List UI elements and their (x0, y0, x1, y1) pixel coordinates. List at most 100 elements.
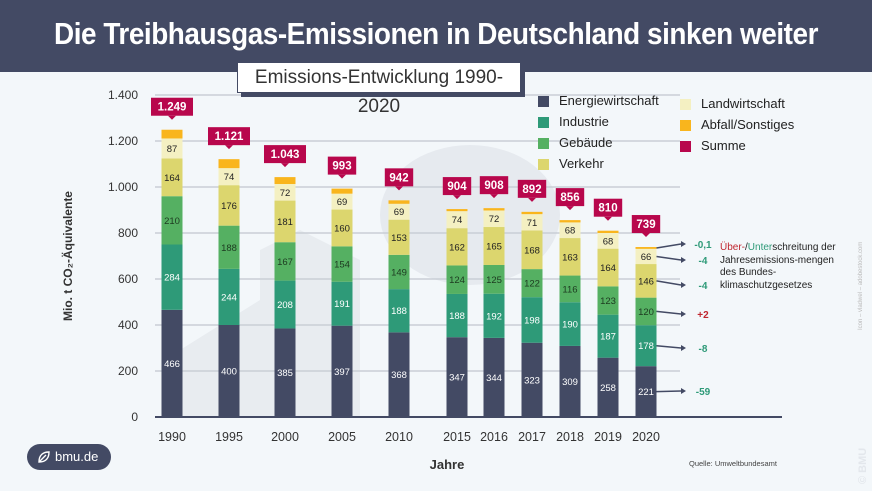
total-label: 1.249 (158, 102, 187, 114)
bar-segment-abfallsonstiges (483, 208, 505, 211)
total-badge (208, 127, 250, 146)
chart-subtitle: Emissions-Entwicklung 1990-2020 (237, 62, 521, 117)
bar-segment-industrie (161, 244, 183, 310)
bar-segment-landwirtschaft (446, 211, 468, 229)
bar-segment-energiewirtschaft (218, 325, 240, 417)
data-label: 188 (449, 311, 465, 322)
x-tick-label: 1995 (215, 430, 243, 444)
data-label: 190 (562, 320, 578, 331)
bar-segment-abfallsonstiges (521, 211, 543, 215)
bar-segment-verkehr (218, 185, 240, 226)
delta-value: -59 (696, 387, 711, 398)
bar-segment-industrie (446, 293, 468, 338)
data-label: 221 (638, 387, 654, 398)
total-label: 1.121 (215, 131, 244, 143)
delta-arrow (656, 344, 682, 349)
bar-segment-industrie (218, 268, 240, 325)
data-label: 165 (486, 241, 502, 252)
total-label: 908 (484, 180, 504, 192)
x-tick-label: 2019 (594, 430, 622, 444)
bar-segment-landwirtschaft (331, 193, 353, 210)
leaf-icon (38, 451, 50, 463)
x-tick-label: 1990 (158, 430, 186, 444)
data-label: 120 (638, 307, 654, 318)
bmu-logo-link[interactable]: bmu.de (27, 444, 111, 470)
delta-note: Über-/Unterschreitung der Jahresemission… (720, 242, 848, 292)
data-label: 400 (221, 367, 237, 378)
legend-swatch (538, 117, 549, 128)
data-label: 181 (277, 217, 293, 228)
y-tick-label: 800 (118, 226, 138, 240)
legend-label: Industrie (559, 114, 609, 129)
legend-label: Gebäude (559, 135, 613, 150)
bar-segment-verkehr (161, 158, 183, 197)
y-tick-label: 1.200 (108, 134, 138, 148)
y-tick-label: 1.000 (108, 180, 138, 194)
delta-value: -4 (699, 256, 708, 267)
legend-label: Verkehr (559, 156, 604, 171)
total-badge-pointer (281, 163, 289, 168)
note-slash: / (745, 242, 748, 253)
bar-segment-abfallsonstiges (635, 247, 657, 249)
data-label: 167 (277, 257, 293, 268)
arrow-head-icon (681, 388, 686, 394)
data-label: 368 (391, 370, 407, 381)
data-label: 385 (277, 368, 293, 379)
bar-segment-verkehr (483, 227, 505, 265)
bar-segment-landwirtschaft (559, 222, 581, 239)
legend-label: Summe (701, 138, 746, 153)
logo-text: bmu.de (55, 449, 99, 464)
bar-segment-landwirtschaft (597, 233, 619, 249)
bar-segment-verkehr (635, 264, 657, 298)
bar-segment-abfallsonstiges (274, 177, 296, 185)
delta-arrow (656, 390, 682, 393)
total-badge (151, 97, 193, 116)
bar-segment-gebude (521, 269, 543, 298)
note-rest: schreitung der Jahresemissions-mengen de… (720, 242, 836, 291)
data-label: 164 (600, 263, 616, 274)
subtitle-box: Emissions-Entwicklung 1990-2020 (237, 62, 525, 117)
total-badge (264, 145, 306, 164)
data-label: 74 (452, 215, 463, 226)
bar-segment-industrie (483, 293, 505, 338)
total-badge-pointer (453, 195, 461, 200)
delta-arrow (656, 310, 682, 315)
y-tick-label: 200 (118, 364, 138, 378)
legend-label: Abfall/Sonstiges (701, 117, 795, 132)
total-label: 993 (332, 161, 351, 173)
total-label: 904 (447, 181, 467, 193)
data-label: 163 (562, 252, 578, 263)
bar-segment-abfallsonstiges (331, 188, 353, 194)
x-tick-label: 2018 (556, 430, 584, 444)
bar-segment-energiewirtschaft (559, 345, 581, 417)
data-label: 309 (562, 377, 578, 388)
data-label: 66 (641, 252, 652, 263)
data-label: 72 (280, 188, 291, 199)
delta-value: -8 (699, 344, 708, 355)
page-title: Die Treibhausgas-Emissionen in Deutschla… (54, 16, 818, 51)
total-badge-pointer (528, 197, 536, 202)
data-label: 72 (489, 214, 500, 225)
delta-arrow (656, 255, 682, 261)
bar-segment-gebude (331, 246, 353, 282)
bar-segment-abfallsonstiges (446, 209, 468, 212)
x-tick-label: 2016 (480, 430, 508, 444)
data-label: 187 (600, 332, 616, 343)
header-bar: Die Treibhausgas-Emissionen in Deutschla… (0, 0, 872, 72)
bar-segment-landwirtschaft (274, 184, 296, 201)
legend-label: Energiewirtschaft (559, 93, 659, 108)
bar-segment-gebude (218, 225, 240, 269)
bar-segment-energiewirtschaft (521, 342, 543, 417)
bar-segment-energiewirtschaft (483, 337, 505, 417)
data-label: 258 (600, 383, 616, 394)
data-label: 149 (391, 267, 407, 278)
delta-value: +2 (697, 310, 709, 321)
bar-segment-industrie (635, 325, 657, 367)
copyright: © BMU (857, 447, 869, 484)
bar-segment-industrie (331, 281, 353, 326)
data-label: 191 (334, 299, 350, 310)
source-note: Quelle: Umweltbundesamt (689, 459, 777, 468)
data-label: 125 (486, 275, 502, 286)
delta-value: -0,1 (694, 240, 712, 251)
